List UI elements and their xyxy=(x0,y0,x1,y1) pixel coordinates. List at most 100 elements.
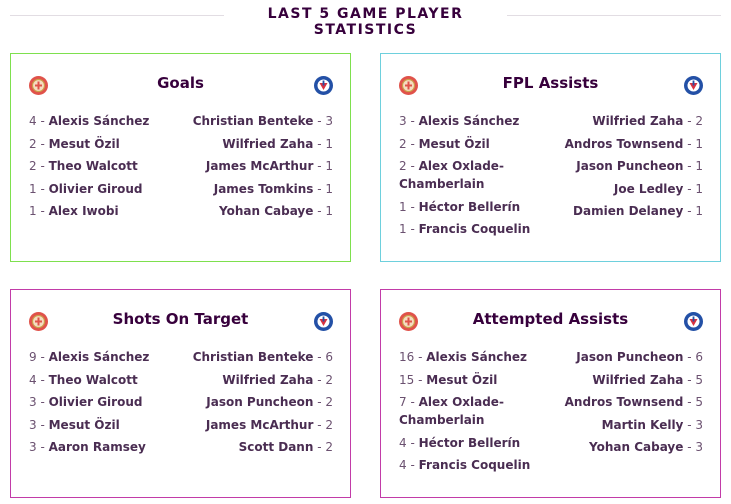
stat-value: 1 xyxy=(29,181,37,196)
player-stat-row: 4 - Alexis Sánchez xyxy=(29,114,150,128)
player-stat-row: 15 - Mesut Özil xyxy=(399,372,498,387)
player-name[interactable]: Yohan Cabaye xyxy=(219,204,314,218)
player-name[interactable]: Alexis Sánchez xyxy=(426,350,528,364)
player-stat-row: Yohan Cabaye - 3 xyxy=(589,440,703,454)
stat-value: 1 xyxy=(695,159,703,173)
stat-value: 2 xyxy=(325,417,333,432)
player-name[interactable]: James McArthur xyxy=(205,159,314,173)
player-name[interactable]: Damien Delaney xyxy=(573,204,684,218)
player-name[interactable]: Yohan Cabaye xyxy=(589,440,684,454)
stat-value: 9 xyxy=(29,350,37,364)
player-name[interactable]: Mesut Özil xyxy=(418,136,490,151)
stat-value: 1 xyxy=(695,204,703,218)
player-name[interactable]: Olivier Giroud xyxy=(48,181,143,196)
stat-value: 1 xyxy=(325,159,333,173)
player-name[interactable]: Alexis Sánchez xyxy=(418,114,520,128)
player-stat-row: 2 - Mesut Özil xyxy=(29,136,120,151)
player-stat-row: 2 - Alex Oxlade-Chamberlain xyxy=(399,159,504,191)
player-name[interactable]: James McArthur xyxy=(205,417,314,432)
stat-value: 2 xyxy=(695,114,703,128)
stat-value: 2 xyxy=(399,136,407,151)
player-stat-row: Jason Puncheon - 2 xyxy=(206,395,333,409)
player-name[interactable]: Christian Benteke xyxy=(192,114,314,128)
player-name[interactable]: Andros Townsend xyxy=(564,395,684,409)
stat-value: 2 xyxy=(325,372,333,387)
player-stat-row: Wilfried Zaha - 2 xyxy=(222,372,333,387)
player-stat-row: 2 - Mesut Özil xyxy=(399,136,490,151)
player-name[interactable]: Theo Walcott xyxy=(48,372,138,387)
player-name[interactable]: Francis Coquelin xyxy=(418,222,531,236)
player-name[interactable]: Scott Dann xyxy=(238,440,314,454)
player-stat-row: 1 - Alex Iwobi xyxy=(29,204,119,218)
stat-value: 16 xyxy=(399,350,415,364)
player-name[interactable]: Jason Puncheon xyxy=(576,159,684,173)
player-name[interactable]: Jason Puncheon xyxy=(576,350,684,364)
player-stat-row: Damien Delaney - 1 xyxy=(573,204,703,218)
player-name[interactable]: Mesut Özil xyxy=(426,372,498,387)
player-name[interactable]: Aaron Ramsey xyxy=(48,440,146,454)
arsenal-badge-icon xyxy=(29,312,48,331)
player-name[interactable]: Jason Puncheon xyxy=(206,395,314,409)
player-name[interactable]: Andros Townsend xyxy=(564,136,684,151)
stat-value: 4 xyxy=(399,458,407,472)
player-stat-row: Wilfried Zaha - 1 xyxy=(222,136,333,151)
stat-value: 1 xyxy=(325,181,333,196)
player-name[interactable]: James Tomkins xyxy=(213,181,314,196)
player-name[interactable]: Mesut Özil xyxy=(48,136,120,151)
stat-value: 5 xyxy=(695,372,703,387)
stat-value: 7 xyxy=(399,395,407,409)
stat-value: 5 xyxy=(695,395,703,409)
stat-value: 3 xyxy=(695,440,703,454)
stat-value: 2 xyxy=(29,159,37,173)
away-player-list: Jason Puncheon - 6 Wilfried Zaha - 5 Andro… xyxy=(543,348,703,461)
stat-value: 2 xyxy=(399,159,407,173)
player-stat-row: James McArthur - 2 xyxy=(205,417,333,432)
card-title: Attempted Assists xyxy=(472,310,629,328)
player-name[interactable]: Olivier Giroud xyxy=(48,395,143,409)
player-stat-row: Wilfried Zaha - 2 xyxy=(592,114,703,128)
home-player-list: 3 - Alexis Sánchez 2 - Mesut Özil 2 - Alex… xyxy=(399,112,561,243)
player-name[interactable]: Francis Coquelin xyxy=(418,458,531,472)
crystal-palace-badge-icon xyxy=(314,312,333,331)
player-name[interactable]: Theo Walcott xyxy=(48,159,138,173)
stat-value: 6 xyxy=(695,350,703,364)
stat-value: 1 xyxy=(399,199,407,214)
stat-value: 4 xyxy=(29,372,37,387)
crystal-palace-badge-icon xyxy=(314,76,333,95)
stat-value: 3 xyxy=(695,417,703,432)
player-name[interactable]: Alex Oxlade-Chamberlain xyxy=(399,159,504,191)
player-name[interactable]: Mesut Özil xyxy=(48,417,120,432)
player-name[interactable]: Wilfried Zaha xyxy=(222,136,314,151)
crystal-palace-badge-icon xyxy=(684,312,703,331)
player-name[interactable]: Martin Kelly xyxy=(601,417,684,432)
player-name[interactable]: Héctor Bellerín xyxy=(418,435,521,450)
player-stat-row: 16 - Alexis Sánchez xyxy=(399,350,528,364)
player-name[interactable]: Alex Oxlade-Chamberlain xyxy=(399,395,504,427)
player-stat-row: Christian Benteke - 6 xyxy=(192,350,333,364)
player-stat-row: James Tomkins - 1 xyxy=(213,181,333,196)
player-name[interactable]: Christian Benteke xyxy=(192,350,314,364)
player-stat-row: Christian Benteke - 3 xyxy=(192,114,333,128)
player-name[interactable]: Alexis Sánchez xyxy=(48,114,150,128)
header-divider-left xyxy=(10,15,224,16)
stat-value: 6 xyxy=(325,350,333,364)
player-name[interactable]: Wilfried Zaha xyxy=(222,372,314,387)
player-name[interactable]: Héctor Bellerín xyxy=(418,199,521,214)
player-stat-row: 3 - Olivier Giroud xyxy=(29,395,143,409)
player-name[interactable]: Wilfried Zaha xyxy=(592,114,684,128)
player-name[interactable]: Joe Ledley xyxy=(613,181,684,196)
player-stat-row: 4 - Héctor Bellerín xyxy=(399,435,521,450)
player-stat-row: 7 - Alex Oxlade-Chamberlain xyxy=(399,395,504,427)
shots-on-target-card: Shots On Target 9 - Alexis Sánchez 4 - The… xyxy=(10,289,351,498)
player-stat-row: 1 - Héctor Bellerín xyxy=(399,199,521,214)
page-title: LAST 5 GAME PLAYER STATISTICS xyxy=(267,6,464,38)
player-name[interactable]: Wilfried Zaha xyxy=(592,372,684,387)
card-title: Goals xyxy=(157,74,204,92)
player-name[interactable]: Alex Iwobi xyxy=(48,204,119,218)
player-stat-row: 2 - Theo Walcott xyxy=(29,159,138,173)
player-stat-row: Martin Kelly - 3 xyxy=(601,417,703,432)
stat-value: 2 xyxy=(325,395,333,409)
player-stat-row: Andros Townsend - 5 xyxy=(564,395,703,409)
header-divider-right xyxy=(507,15,721,16)
player-name[interactable]: Alexis Sánchez xyxy=(48,350,150,364)
